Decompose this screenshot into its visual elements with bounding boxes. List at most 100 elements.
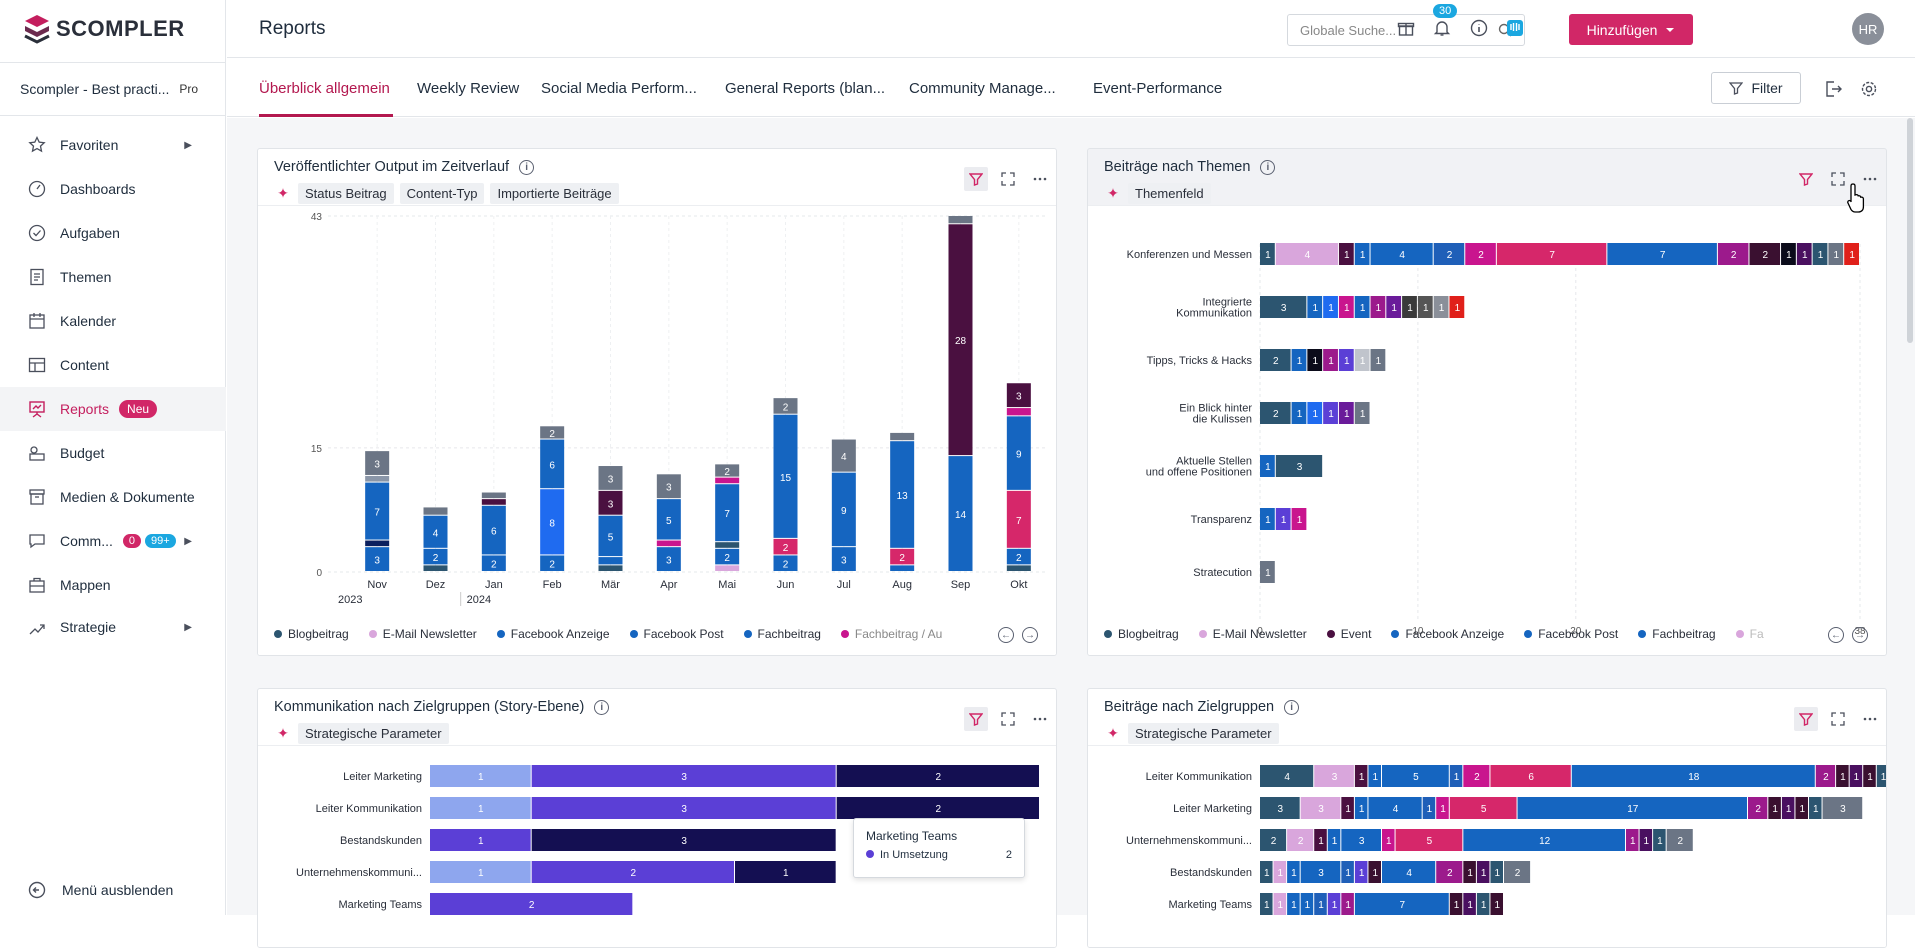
sidebar-item-label: Budget [60, 445, 105, 461]
filter-button[interactable]: Filter [1711, 72, 1801, 104]
chip[interactable]: Strategische Parameter [1128, 723, 1279, 744]
bar-segment [1287, 893, 1300, 915]
bar-segment [1354, 349, 1370, 371]
tab-ueberblick[interactable]: Überblick allgemein [259, 80, 390, 97]
expand-icon[interactable] [1826, 167, 1850, 191]
data-label: 3 [1318, 868, 1324, 879]
legend-item[interactable]: Fachbeitrag [743, 627, 821, 641]
tab-event-performance[interactable]: Event-Performance [1093, 80, 1223, 97]
bar-segment [540, 489, 565, 555]
info-icon[interactable]: i [1260, 159, 1276, 175]
tab-general-reports[interactable]: General Reports (blan... [725, 80, 886, 97]
chip[interactable]: Status Beitrag [298, 183, 394, 204]
data-label: 2 [491, 560, 497, 571]
sidebar-item-budget[interactable]: Budget [0, 431, 226, 475]
bar-segment [1006, 416, 1031, 490]
expand-icon[interactable] [996, 707, 1020, 731]
data-label: 2 [1478, 250, 1484, 261]
expand-icon[interactable] [996, 167, 1020, 191]
filter-icon[interactable] [964, 167, 988, 191]
bar-segment [365, 475, 390, 482]
legend-item[interactable]: Fachbeitrag [1638, 627, 1716, 641]
page-scrollbar[interactable] [1907, 118, 1913, 343]
chip[interactable]: Strategische Parameter [298, 723, 449, 744]
sidebar-item-comm[interactable]: Comm... 0 99+ ▶ [0, 519, 226, 563]
settings-icon[interactable] [1860, 80, 1878, 98]
more-icon[interactable] [1858, 167, 1882, 191]
chip[interactable]: Importierte Beiträge [490, 183, 619, 204]
bar-segment [1307, 402, 1323, 424]
sidebar-item-themen[interactable]: Themen [0, 255, 226, 299]
data-label: 1 [1881, 772, 1887, 783]
tab-social-media[interactable]: Social Media Perform... [541, 80, 697, 97]
more-icon[interactable] [1028, 707, 1052, 731]
category-label: Unternehmenskommuni... [1126, 835, 1252, 847]
legend-item[interactable]: Facebook Post [1524, 627, 1618, 641]
sidebar-item-reports[interactable]: Reports Neu [0, 387, 226, 431]
data-label: 2 [631, 868, 637, 879]
sidebar-item-strategie[interactable]: Strategie ▶ [0, 605, 226, 649]
legend-item[interactable]: Facebook Anzeige [1391, 627, 1504, 641]
data-label: 1 [1344, 356, 1350, 367]
filter-label: Filter [1751, 80, 1783, 96]
filter-icon[interactable] [1794, 167, 1818, 191]
gift-icon[interactable] [1397, 19, 1415, 37]
legend-item[interactable]: Blogbeitrag [274, 627, 349, 641]
tab-weekly-review[interactable]: Weekly Review [417, 80, 520, 97]
bell-icon[interactable] [1433, 19, 1451, 37]
sidebar-item-content[interactable]: Content [0, 343, 226, 387]
info-icon[interactable]: i [1284, 699, 1300, 715]
card-title-text: Veröffentlichter Output im Zeitverlauf [274, 159, 510, 175]
data-label: 2 [549, 429, 555, 440]
legend-item[interactable]: Fachbeitrag / Au [840, 627, 942, 641]
chip[interactable]: Content-Typ [399, 183, 485, 204]
sidebar-item-dashboards[interactable]: Dashboards [0, 167, 226, 211]
export-icon[interactable] [1824, 80, 1842, 98]
expand-icon[interactable] [1826, 707, 1850, 731]
arrow-left-icon[interactable]: ← [1828, 627, 1844, 643]
workspace-switcher[interactable]: Scompler - Best practi... Pro [0, 62, 226, 116]
user-avatar[interactable]: HR [1852, 13, 1884, 45]
bar-segment [1368, 861, 1381, 883]
sidebar-item-medien-dokumente[interactable]: Medien & Dokumente [0, 475, 226, 519]
legend-item[interactable]: E-Mail Newsletter [1198, 627, 1307, 641]
legend-item[interactable]: Event [1326, 627, 1371, 641]
data-label: 1 [1291, 868, 1297, 879]
bar-segment [1260, 797, 1300, 819]
bar-segment [890, 432, 915, 441]
arrow-right-icon[interactable]: → [1852, 627, 1868, 643]
more-icon[interactable] [1858, 707, 1882, 731]
bar-segment [1449, 765, 1463, 787]
chip[interactable]: Themenfeld [1128, 183, 1211, 204]
legend-item[interactable]: Fa [1735, 627, 1764, 641]
sidebar-item-favoriten[interactable]: Favoriten ▶ [0, 123, 226, 167]
bar-segment [1300, 893, 1314, 915]
filter-icon[interactable] [964, 707, 988, 731]
info-icon[interactable]: i [519, 159, 535, 175]
category-label: Bestandskunden [340, 835, 422, 847]
filter-icon[interactable] [1794, 707, 1818, 731]
sidebar-item-mappen[interactable]: Mappen [0, 563, 226, 607]
bar-segment [1748, 797, 1768, 819]
hide-menu-button[interactable]: Menü ausblenden [0, 870, 226, 910]
sidebar-item-aufgaben[interactable]: Aufgaben [0, 211, 226, 255]
more-icon[interactable] [1028, 167, 1052, 191]
arrow-right-icon[interactable]: → [1022, 627, 1038, 643]
legend-item[interactable]: Facebook Anzeige [496, 627, 610, 641]
data-label: 1 [1360, 356, 1366, 367]
intercom-icon[interactable] [1506, 19, 1524, 37]
bar-segment [831, 547, 856, 571]
add-button[interactable]: Hinzufügen [1569, 14, 1693, 45]
data-label: 18 [1688, 772, 1700, 783]
info-icon[interactable]: i [594, 699, 610, 715]
legend-item[interactable]: Facebook Post [629, 627, 724, 641]
info-icon[interactable] [1470, 19, 1488, 37]
tab-community[interactable]: Community Manage... [909, 80, 1056, 97]
arrow-left-icon[interactable]: ← [998, 627, 1014, 643]
category-label: Tipps, Tricks & Hacks [1147, 355, 1253, 367]
data-label: 1 [1265, 250, 1271, 261]
logo[interactable]: SCOMPLER [24, 14, 185, 44]
legend-item[interactable]: Blogbeitrag [1104, 627, 1179, 641]
legend-item[interactable]: E-Mail Newsletter [368, 627, 477, 641]
sidebar-item-kalender[interactable]: Kalender [0, 299, 226, 343]
